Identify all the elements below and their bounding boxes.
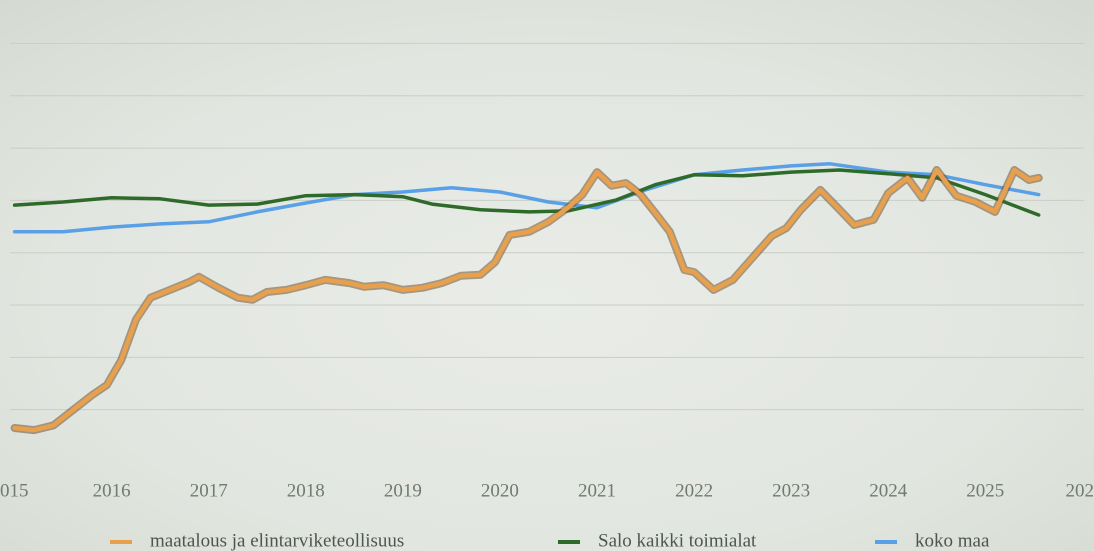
x-tick-label: 2019 — [384, 480, 422, 501]
x-tick-label: 2017 — [190, 480, 228, 501]
x-tick-label: 2024 — [869, 480, 908, 501]
legend-label: maatalous ja elintarviketeollisuus — [150, 530, 404, 551]
series-line — [12, 168, 1041, 217]
x-tick-label: 2021 — [578, 480, 616, 501]
legend-label: koko maa — [915, 530, 990, 551]
x-tick-label: 2016 — [93, 480, 131, 501]
legend: maatalous ja elintarviketeollisuus Salo … — [110, 530, 990, 551]
x-tick-label: 202 — [1066, 480, 1094, 501]
series-line — [12, 167, 1041, 433]
x-tick-label: 2020 — [481, 480, 519, 501]
series-line — [12, 162, 1041, 234]
x-tick-label: 2025 — [966, 480, 1004, 501]
x-tick-label: 015 — [0, 480, 29, 501]
legend-label: Salo kaikki toimialat — [598, 530, 757, 551]
x-tick-label: 2018 — [287, 480, 325, 501]
x-tick-label: 2022 — [675, 480, 713, 501]
x-tick-label: 2023 — [772, 480, 810, 501]
